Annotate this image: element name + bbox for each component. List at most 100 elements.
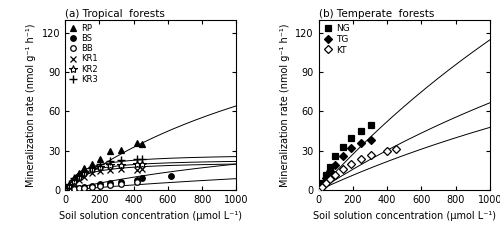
BB	[108, 183, 114, 186]
KR1	[81, 175, 87, 178]
NG	[340, 145, 345, 148]
Line: RP: RP	[62, 140, 145, 193]
NG	[316, 188, 322, 191]
KR2	[118, 163, 124, 166]
RP	[81, 166, 87, 169]
BB	[88, 186, 94, 189]
KR3	[66, 182, 72, 185]
KR1	[134, 169, 140, 172]
KR2	[134, 163, 140, 165]
KR3	[72, 177, 78, 180]
KT	[348, 163, 354, 165]
Legend: NG, TG, KT: NG, TG, KT	[322, 22, 352, 56]
X-axis label: Soil solution concentration (μmol L⁻¹): Soil solution concentration (μmol L⁻¹)	[313, 211, 496, 221]
TG	[368, 139, 374, 142]
KR1	[64, 188, 70, 191]
NG	[318, 182, 324, 184]
BS	[97, 183, 103, 186]
TG	[317, 187, 323, 190]
KR2	[108, 164, 114, 167]
RP	[64, 186, 70, 189]
Text: (b) Temperate  forests: (b) Temperate forests	[318, 9, 434, 19]
TG	[316, 188, 322, 191]
Line: BS: BS	[62, 173, 174, 193]
RP	[76, 172, 82, 175]
KR3	[64, 186, 70, 189]
KR1	[72, 182, 78, 184]
BS	[118, 181, 124, 184]
KT	[317, 188, 323, 191]
KR2	[72, 180, 78, 183]
BS	[62, 189, 68, 192]
BB	[66, 188, 72, 191]
KR3	[139, 157, 145, 160]
KT	[393, 147, 399, 150]
NG	[332, 155, 338, 158]
RP	[118, 148, 124, 151]
KR1	[139, 168, 145, 171]
BB	[76, 187, 82, 190]
KR1	[118, 168, 124, 171]
KR3	[134, 157, 140, 160]
KR2	[88, 168, 94, 171]
NG	[328, 165, 334, 168]
KR3	[97, 163, 103, 165]
RP	[97, 157, 103, 160]
Y-axis label: Mineralization rate (nmol g⁻¹ h⁻¹): Mineralization rate (nmol g⁻¹ h⁻¹)	[26, 23, 36, 187]
NG	[368, 123, 374, 126]
BB	[118, 182, 124, 185]
NG	[317, 186, 323, 189]
BB	[64, 188, 70, 191]
RP	[108, 149, 114, 152]
Line: KT: KT	[316, 146, 399, 193]
NG	[358, 130, 364, 133]
KR1	[97, 170, 103, 173]
KR1	[66, 186, 72, 189]
BS	[72, 187, 78, 190]
KR2	[64, 187, 70, 190]
KR2	[81, 172, 87, 175]
BS	[81, 186, 87, 189]
TG	[318, 183, 324, 186]
TG	[358, 142, 364, 144]
KT	[323, 182, 329, 184]
Line: KR1: KR1	[62, 166, 146, 193]
KR3	[81, 169, 87, 172]
Line: KR3: KR3	[61, 155, 146, 194]
KT	[368, 153, 374, 156]
RP	[88, 163, 94, 165]
KT	[358, 157, 364, 160]
BB	[97, 184, 103, 187]
KT	[332, 173, 338, 176]
Line: BB: BB	[62, 180, 140, 193]
BS	[66, 188, 72, 191]
KR3	[76, 173, 82, 176]
BB	[62, 189, 68, 192]
KR1	[88, 172, 94, 175]
KR1	[108, 169, 114, 172]
RP	[62, 188, 68, 191]
KR2	[62, 188, 68, 191]
BS	[88, 185, 94, 188]
BB	[81, 186, 87, 189]
BS	[108, 182, 114, 184]
KR3	[118, 159, 124, 162]
KT	[384, 149, 390, 152]
KT	[340, 168, 345, 171]
TG	[348, 146, 354, 149]
KR2	[76, 176, 82, 179]
BS	[168, 174, 174, 177]
BS	[139, 177, 145, 180]
TG	[332, 164, 338, 167]
RP	[134, 142, 140, 144]
BS	[76, 186, 82, 189]
Line: TG: TG	[316, 137, 374, 193]
X-axis label: Soil solution concentration (μmol L⁻¹): Soil solution concentration (μmol L⁻¹)	[59, 211, 242, 221]
TG	[323, 176, 329, 179]
TG	[328, 170, 334, 173]
KR2	[97, 165, 103, 168]
Line: KR2: KR2	[61, 160, 146, 194]
KR3	[88, 165, 94, 168]
RP	[139, 143, 145, 146]
BS	[64, 188, 70, 191]
